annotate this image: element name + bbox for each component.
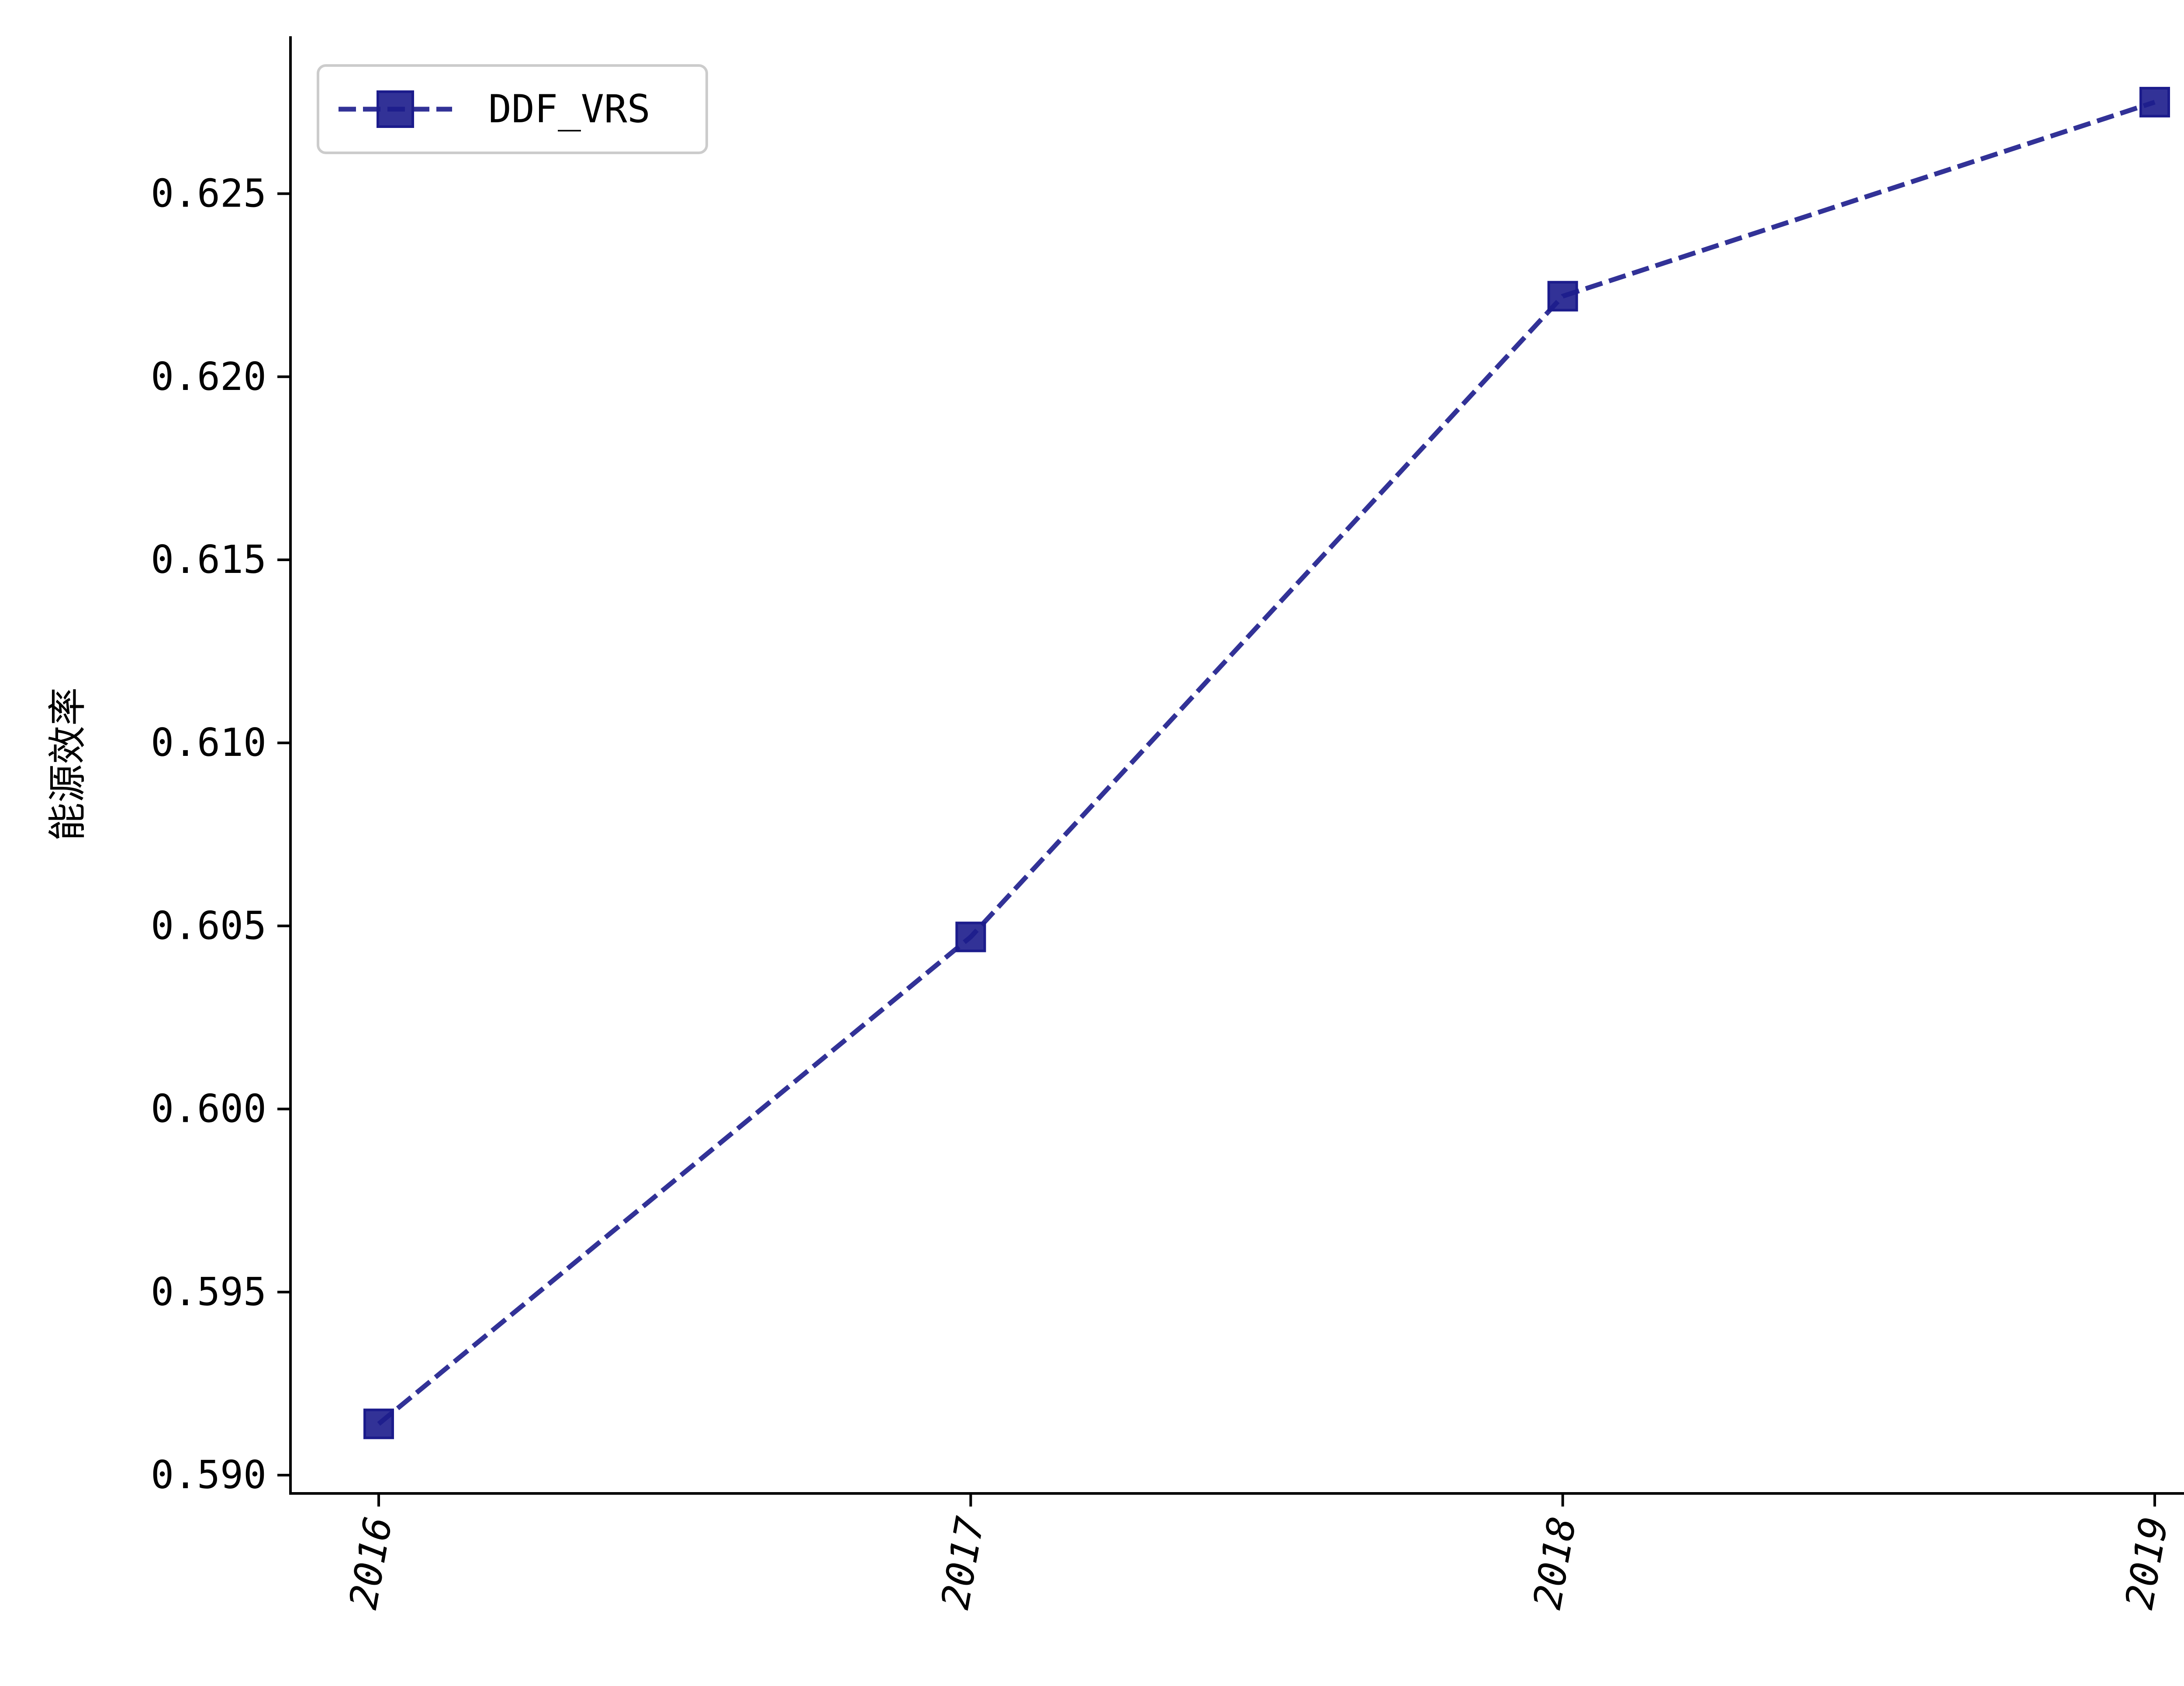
y-axis-ticks: 0.590 0.595 0.600 0.605 0.610 0.615 0.620 0.625 [151,171,290,1497]
y-tick-label: 0.625 [151,171,266,216]
data-point-marker [955,921,986,952]
legend-marker-square [377,90,414,128]
y-axis-label: 能源效率 [45,687,90,841]
data-point-marker [363,1408,394,1439]
data-point-marker [1547,281,1578,312]
y-tick-label: 0.615 [151,537,266,582]
legend: DDF_VRS [317,64,708,154]
y-tick-label: 0.595 [151,1269,266,1314]
axes [289,36,2184,1495]
y-tick-label: 0.605 [151,903,266,948]
legend-box [317,64,708,154]
data-point-marker [2139,86,2170,117]
series-layer [363,86,2170,1439]
legend-label: DDF_VRS [488,86,650,131]
y-tick-label: 0.600 [151,1086,266,1131]
series-line-ddf-vrs [377,100,2156,1426]
y-tick-label: 0.590 [151,1452,266,1497]
y-tick-label: 0.610 [151,720,266,765]
y-tick-label: 0.620 [151,354,266,399]
